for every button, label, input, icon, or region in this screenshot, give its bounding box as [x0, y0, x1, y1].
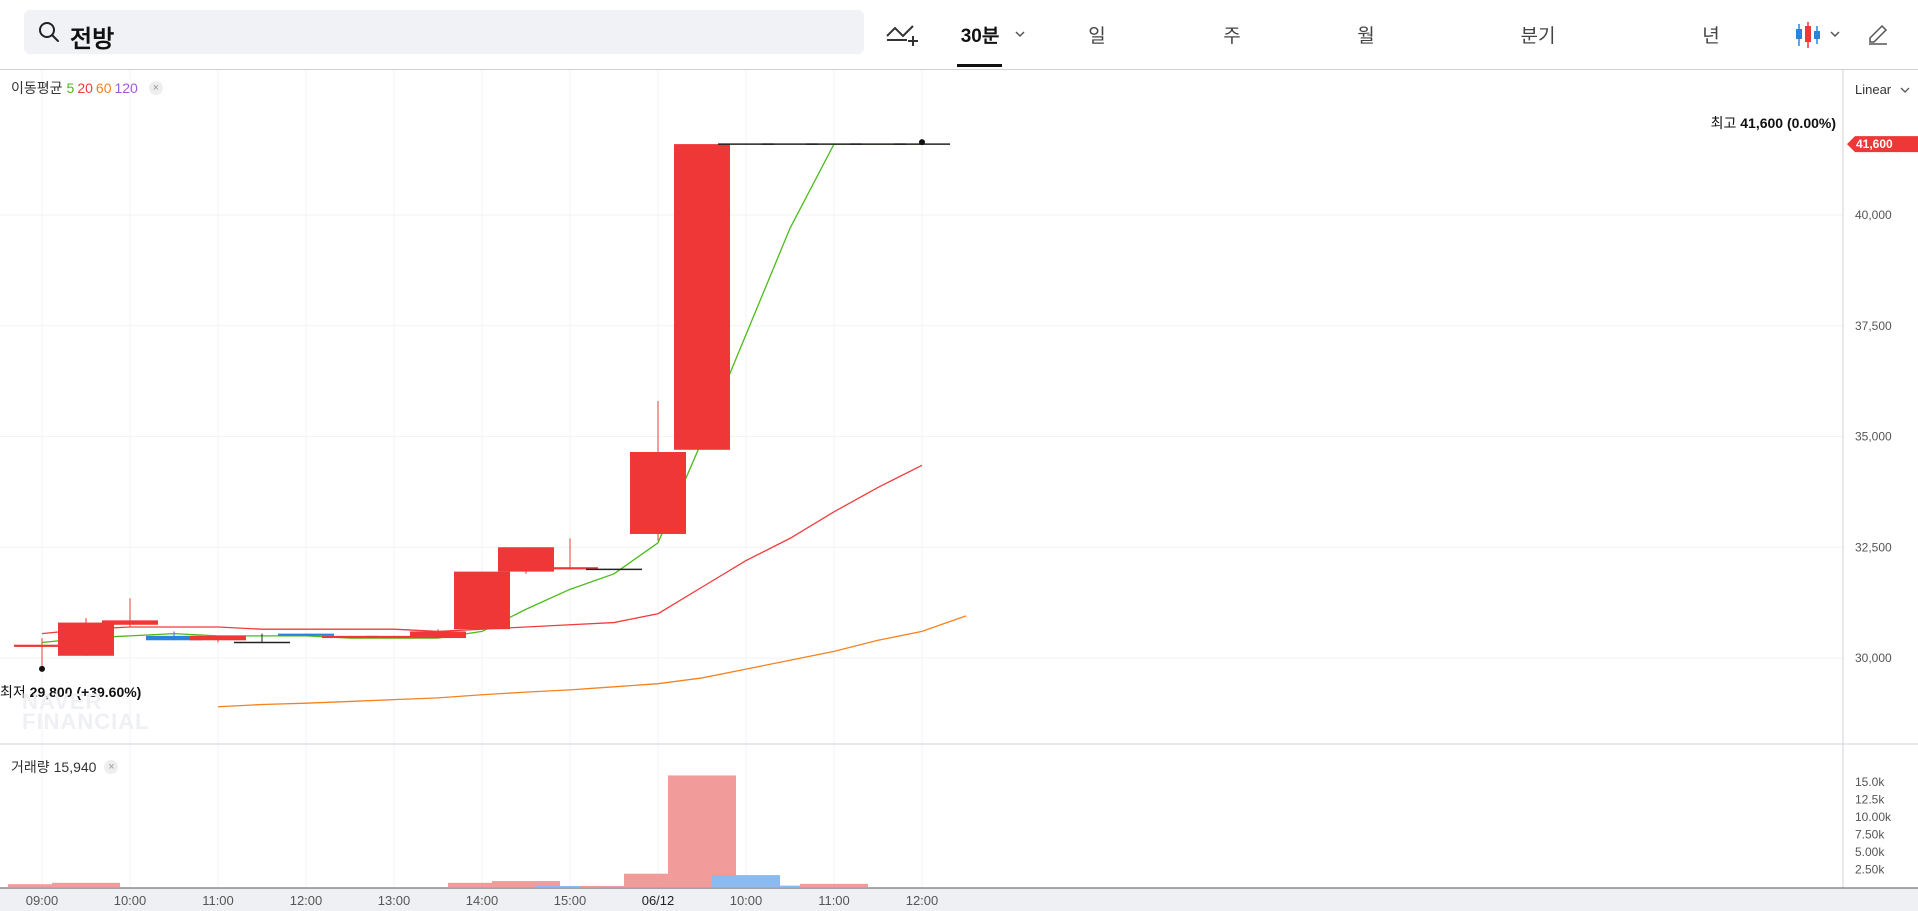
tab-week[interactable]: 주 — [1223, 26, 1241, 47]
low-annotation: 최저 29,800 (+39.60%) — [0, 684, 141, 700]
volume-tick-label: 12.5k — [1855, 793, 1885, 807]
scale-chevron-icon — [1900, 87, 1910, 93]
ma-legend-period-60: 60 — [95, 80, 112, 96]
candle-body — [102, 620, 158, 625]
x-axis-background — [0, 888, 1918, 911]
watermark: NAVER FINANCIAL — [22, 689, 150, 734]
y-tick-label: 30,000 — [1855, 651, 1892, 665]
ma-legend-periods: 5 20 60 120 — [67, 80, 141, 96]
y-tick-label: 35,000 — [1855, 430, 1892, 444]
ma-line-5 — [41, 143, 922, 644]
y-tick-label: 37,500 — [1855, 319, 1892, 333]
candle-body — [190, 635, 246, 641]
y-tick-label: 40,000 — [1855, 208, 1892, 222]
volume-bar — [492, 881, 560, 887]
close-volume-legend-icon[interactable]: × — [104, 760, 119, 774]
x-tick-label: 12:00 — [290, 893, 323, 908]
candle-body — [366, 635, 422, 639]
volume-tick-label: 10.00k — [1855, 810, 1892, 824]
add-indicator-icon[interactable] — [885, 20, 921, 48]
x-tick-label: 06/12 — [642, 893, 675, 908]
x-tick-label: 13:00 — [378, 893, 411, 908]
high-marker — [919, 139, 925, 146]
x-tick-label: 10:00 — [114, 893, 147, 908]
ma-legend-label: 이동평균 — [11, 80, 63, 96]
ma-line-60 — [217, 615, 967, 708]
price-chart[interactable]: 09:00 10:00 11:00 12:00 13:00 14:00 15:00 06/12… — [0, 70, 1918, 911]
volume-legend: 거래량 15,940 × — [11, 757, 119, 777]
ma-legend-period-20: 20 — [77, 80, 93, 96]
candle-body — [58, 622, 114, 656]
volume-tick-label: 15.0k — [1855, 775, 1885, 789]
ma-legend: 이동평균 5 20 60 120 × — [11, 78, 163, 98]
tab-month[interactable]: 월 — [1357, 26, 1375, 47]
volume-bar — [668, 775, 736, 887]
search-input[interactable]: 전방 — [70, 26, 115, 53]
close-ma-legend-icon[interactable]: × — [148, 81, 163, 95]
scale-mode-select[interactable]: Linear — [1855, 82, 1911, 97]
x-tick-label: 14:00 — [466, 893, 499, 908]
volume-tick-label: 5.00k — [1855, 845, 1885, 859]
tab-quarter[interactable]: 분기 — [1520, 26, 1556, 47]
volume-legend-value: 15,940 — [53, 759, 97, 775]
candlestick-type-icon[interactable] — [1793, 20, 1823, 50]
tab-30min[interactable]: 30분 — [960, 26, 1000, 47]
x-tick-label: 15:00 — [554, 893, 587, 908]
tab-day[interactable]: 일 — [1088, 26, 1106, 47]
volume-bar — [448, 882, 516, 887]
candle-body — [630, 452, 686, 534]
high-annotation: 최고 41,600 (0.00%) — [1711, 115, 1836, 131]
volume-bar — [8, 884, 76, 887]
chevron-down-icon[interactable] — [1014, 29, 1026, 39]
volume-tick-label: 7.50k — [1855, 828, 1885, 842]
volume-legend-label: 거래량 — [11, 759, 50, 775]
x-tick-label: 10:00 — [730, 893, 763, 908]
last-price-tag — [1847, 136, 1918, 153]
chart-type-chevron-icon[interactable] — [1829, 29, 1841, 39]
scale-mode-label: Linear — [1855, 82, 1892, 97]
y-tick-label: 32,500 — [1855, 540, 1892, 554]
volume-bar — [756, 885, 824, 887]
candle-body — [322, 635, 378, 639]
x-tick-label: 09:00 — [26, 893, 59, 908]
volume-bar — [580, 885, 648, 887]
search-icon — [39, 22, 59, 42]
volume-bar — [800, 883, 868, 887]
chart-toolbar: 전방 30분 일 주 월 분기 년 — [0, 0, 1918, 70]
candle-body — [454, 571, 510, 630]
active-tab-indicator — [957, 64, 1002, 67]
search-box[interactable]: 전방 — [24, 10, 864, 54]
x-tick-label: 12:00 — [906, 893, 939, 908]
ma-legend-period-5: 5 — [66, 80, 75, 96]
pencil-icon[interactable] — [1866, 22, 1890, 46]
volume-bar — [712, 875, 780, 887]
tab-year[interactable]: 년 — [1702, 26, 1720, 47]
candle-body — [278, 633, 334, 636]
ma-legend-period-120: 120 — [114, 80, 138, 96]
volume-bar — [536, 885, 604, 887]
chart-background — [0, 70, 1918, 911]
candle-body — [146, 635, 202, 641]
last-price-label: 41,600 — [1856, 137, 1893, 151]
candle-body — [542, 567, 598, 570]
low-marker — [39, 665, 45, 672]
x-tick-label: 11:00 — [202, 893, 234, 908]
x-tick-label: 11:00 — [818, 893, 850, 908]
candle-body — [674, 144, 730, 450]
volume-tick-label: 2.50k — [1855, 863, 1885, 877]
candle-body — [410, 631, 466, 639]
volume-bar — [52, 882, 120, 887]
candle-body — [14, 644, 70, 647]
